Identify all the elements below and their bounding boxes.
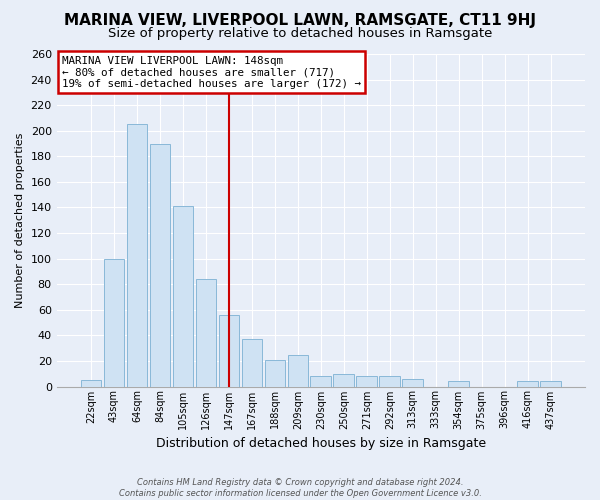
Bar xyxy=(334,374,354,386)
Bar xyxy=(149,144,170,386)
Bar xyxy=(356,376,377,386)
X-axis label: Distribution of detached houses by size in Ramsgate: Distribution of detached houses by size … xyxy=(156,437,486,450)
Y-axis label: Number of detached properties: Number of detached properties xyxy=(15,132,25,308)
Bar xyxy=(242,339,262,386)
Bar xyxy=(517,382,538,386)
Bar xyxy=(403,379,423,386)
Bar xyxy=(287,354,308,386)
Bar xyxy=(379,376,400,386)
Bar xyxy=(265,360,285,386)
Bar xyxy=(218,315,239,386)
Text: MARINA VIEW, LIVERPOOL LAWN, RAMSGATE, CT11 9HJ: MARINA VIEW, LIVERPOOL LAWN, RAMSGATE, C… xyxy=(64,12,536,28)
Bar xyxy=(80,380,101,386)
Text: Contains HM Land Registry data © Crown copyright and database right 2024.
Contai: Contains HM Land Registry data © Crown c… xyxy=(119,478,481,498)
Bar xyxy=(310,376,331,386)
Bar xyxy=(448,382,469,386)
Bar xyxy=(127,124,148,386)
Bar xyxy=(173,206,193,386)
Bar xyxy=(541,382,561,386)
Bar xyxy=(196,279,216,386)
Text: MARINA VIEW LIVERPOOL LAWN: 148sqm
← 80% of detached houses are smaller (717)
19: MARINA VIEW LIVERPOOL LAWN: 148sqm ← 80%… xyxy=(62,56,361,89)
Text: Size of property relative to detached houses in Ramsgate: Size of property relative to detached ho… xyxy=(108,28,492,40)
Bar xyxy=(104,258,124,386)
